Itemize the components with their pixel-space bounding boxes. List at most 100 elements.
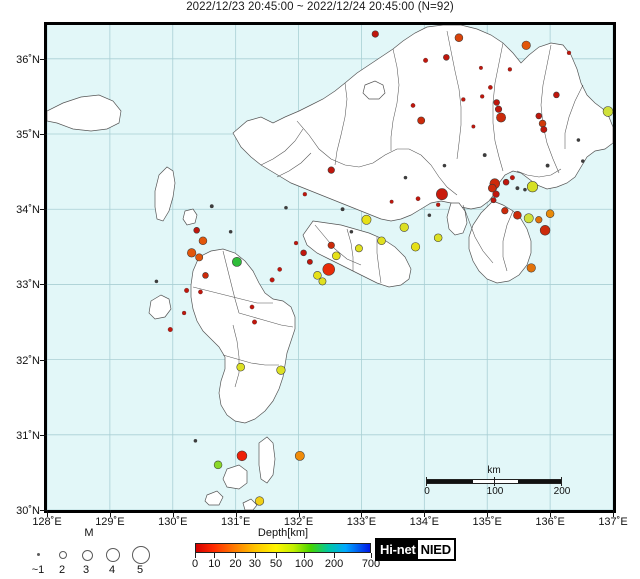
epicenter-marker: [228, 229, 233, 234]
epicenter-marker: [494, 105, 503, 113]
latitude-tick-33: [40, 284, 47, 286]
epicenter-marker: [361, 214, 372, 225]
map-container[interactable]: 36˚N 35˚N 34˚N 33˚N 32˚N 31˚N 30˚N 128˚E 129˚E 1…: [16, 22, 628, 528]
magnitude-label-2: 3: [82, 564, 90, 576]
epicenter-marker: [198, 236, 208, 246]
epicenter-marker: [538, 119, 547, 128]
epicenter-marker: [293, 240, 299, 246]
depth-label-10: 10: [208, 558, 221, 570]
land-kii-peninsula: [468, 200, 532, 284]
epicenter-marker: [193, 227, 200, 234]
epicenter-marker: [300, 249, 307, 257]
magnitude-symbol-3: [81, 549, 93, 561]
epicenter-marker: [545, 209, 555, 218]
magnitude-symbol-approx1: [36, 552, 40, 556]
epicenter-marker: [187, 248, 197, 258]
epicenter-marker: [209, 204, 214, 209]
epicenter-marker: [371, 30, 379, 38]
epicenter-marker: [306, 258, 313, 265]
epicenter-marker: [540, 126, 548, 133]
epicenter-marker: [602, 106, 613, 117]
epicenter-marker: [322, 263, 335, 276]
epicenter-marker: [213, 460, 223, 470]
land-northwest-fragment: [47, 94, 122, 132]
longitude-tick-135: [487, 510, 489, 517]
epicenter-marker: [535, 112, 543, 120]
epicenter-marker: [480, 94, 485, 99]
magnitude-label-4: 5: [136, 564, 144, 576]
epicenter-marker: [377, 236, 386, 246]
latitude-label-32: 32˚N: [16, 354, 40, 367]
longitude-label-134: 134˚E: [409, 516, 439, 528]
depth-tick-0: [195, 553, 196, 558]
epicenter-marker: [526, 263, 536, 273]
latitude-label-35: 35˚N: [16, 129, 40, 142]
earthquake-epicenters: [154, 30, 613, 506]
epicenter-marker: [276, 365, 286, 375]
latitude-label-30: 30˚N: [16, 505, 40, 517]
land-goto-islands: [148, 294, 172, 320]
longitude-label-130: 130˚E: [158, 516, 188, 528]
longitude-label-135: 135˚E: [472, 516, 502, 528]
epicenter-marker: [313, 271, 322, 280]
epicenter-marker: [501, 207, 509, 215]
epicenter-marker: [509, 175, 515, 181]
land-tsushima: [154, 166, 176, 222]
epicenter-marker: [423, 57, 429, 63]
latitude-label-34: 34˚N: [16, 204, 40, 217]
scale-bar-label-100: 100: [486, 486, 504, 497]
longitude-label-132: 132˚E: [283, 516, 314, 528]
longitude-label-137: 137˚E: [598, 516, 628, 528]
epicenter-marker: [478, 65, 483, 70]
epicenter-marker: [526, 181, 539, 193]
epicenter-marker: [302, 192, 307, 197]
epicenter-marker: [496, 112, 506, 123]
epicenter-marker: [482, 153, 487, 158]
magnitude-symbol-5: [132, 546, 150, 564]
epicenter-marker: [284, 205, 288, 210]
land-awaji: [446, 202, 468, 236]
epicenter-marker: [521, 40, 531, 50]
latitude-label-36: 36˚N: [16, 53, 40, 66]
epicenter-marker: [442, 163, 447, 168]
land-tanegashima: [258, 436, 276, 484]
epicenter-marker: [277, 267, 282, 272]
epicenter-marker: [576, 138, 581, 142]
land-small-island-sw: [204, 490, 224, 506]
epicenter-marker: [443, 54, 450, 61]
epicenter-marker: [502, 178, 510, 186]
epicenter-marker: [154, 279, 159, 284]
epicenter-marker: [202, 272, 209, 279]
logo-hinet-text: Hi-net: [377, 540, 418, 559]
latitude-label-33: 33˚N: [16, 279, 40, 292]
epicenter-marker: [195, 253, 204, 262]
depth-label-700: 700: [361, 558, 381, 570]
depth-label-20: 20: [229, 558, 242, 570]
latitude-tick-32: [40, 359, 47, 361]
epicenter-marker: [254, 496, 265, 506]
epicenter-marker: [193, 439, 198, 443]
epicenter-marker: [523, 187, 527, 192]
epicenter-marker: [553, 91, 560, 99]
epicenter-marker: [399, 222, 409, 232]
longitude-label-133: 133˚E: [346, 516, 377, 528]
epicenter-marker: [436, 202, 441, 207]
epicenter-marker: [566, 50, 572, 55]
latitude-tick-35: [40, 134, 47, 136]
latitude-tick-31: [40, 434, 47, 436]
longitude-label-128: 128˚E: [32, 516, 62, 528]
longitude-tick-129: [109, 510, 111, 517]
epicenter-marker: [236, 450, 248, 462]
depth-tick-10: [214, 553, 216, 558]
epicenter-marker: [417, 116, 426, 125]
epicenter-marker: [492, 190, 500, 198]
longitude-label-131: 131˚E: [220, 516, 251, 528]
epicenter-marker: [252, 319, 257, 325]
depth-tick-200: [334, 553, 336, 558]
longitude-tick-137: [613, 510, 614, 517]
epicenter-marker: [488, 85, 493, 90]
land-iki: [182, 208, 198, 226]
epicenter-marker: [167, 327, 173, 332]
latitude-tick-30: [40, 510, 47, 511]
land-yakushima: [222, 464, 248, 490]
